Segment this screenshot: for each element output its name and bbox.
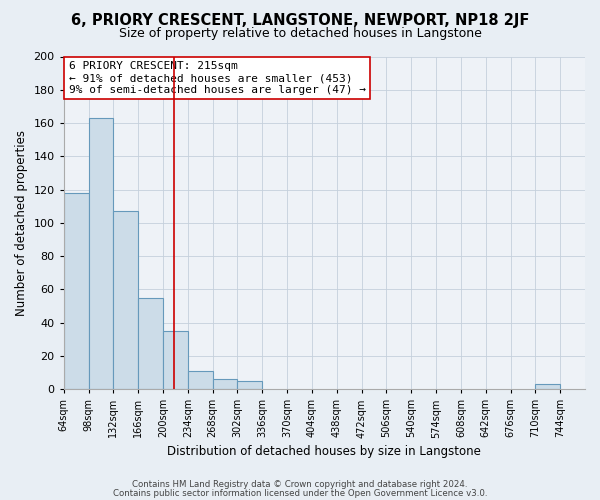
Bar bbox=[138, 298, 163, 389]
Bar bbox=[188, 371, 212, 389]
Bar bbox=[163, 331, 188, 389]
Y-axis label: Number of detached properties: Number of detached properties bbox=[15, 130, 28, 316]
X-axis label: Distribution of detached houses by size in Langstone: Distribution of detached houses by size … bbox=[167, 444, 481, 458]
Text: Contains HM Land Registry data © Crown copyright and database right 2024.: Contains HM Land Registry data © Crown c… bbox=[132, 480, 468, 489]
Text: 6 PRIORY CRESCENT: 215sqm
← 91% of detached houses are smaller (453)
9% of semi-: 6 PRIORY CRESCENT: 215sqm ← 91% of detac… bbox=[69, 62, 366, 94]
Text: 6, PRIORY CRESCENT, LANGSTONE, NEWPORT, NP18 2JF: 6, PRIORY CRESCENT, LANGSTONE, NEWPORT, … bbox=[71, 12, 529, 28]
Bar bbox=[212, 379, 238, 389]
Bar bbox=[238, 381, 262, 389]
Text: Size of property relative to detached houses in Langstone: Size of property relative to detached ho… bbox=[119, 28, 481, 40]
Bar bbox=[89, 118, 113, 389]
Text: Contains public sector information licensed under the Open Government Licence v3: Contains public sector information licen… bbox=[113, 488, 487, 498]
Bar bbox=[535, 384, 560, 389]
Bar bbox=[64, 193, 89, 389]
Bar bbox=[113, 211, 138, 389]
